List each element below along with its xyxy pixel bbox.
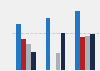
Bar [16, 24, 21, 70]
Bar [61, 33, 66, 70]
Bar [26, 44, 31, 70]
Bar [90, 34, 95, 70]
Bar [75, 11, 80, 70]
Bar [85, 36, 90, 70]
Bar [46, 18, 50, 70]
Bar [31, 52, 36, 70]
Bar [21, 39, 26, 70]
Bar [80, 37, 85, 70]
Bar [56, 53, 60, 70]
